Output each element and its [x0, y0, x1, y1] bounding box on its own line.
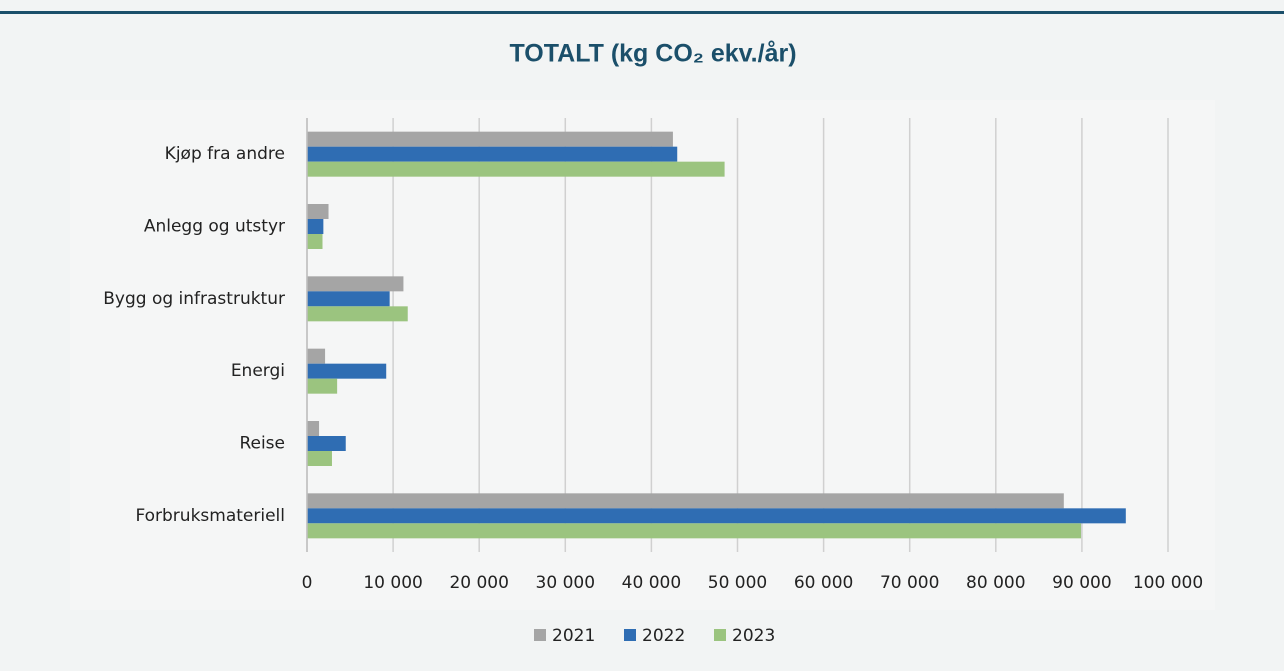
- x-tick-label: 20 000: [449, 573, 508, 593]
- bar: [307, 146, 678, 162]
- bar: [307, 131, 673, 147]
- x-tick-label: 0: [302, 573, 313, 593]
- bar: [307, 378, 338, 394]
- bar: [307, 161, 725, 177]
- chart-title: TOTALT (kg CO₂ ekv./år): [509, 40, 796, 68]
- bar: [307, 508, 1126, 524]
- x-tick-label: 70 000: [880, 573, 939, 593]
- bar: [307, 421, 320, 436]
- bar: [307, 348, 326, 364]
- y-tick-label: Reise: [239, 434, 285, 454]
- legend-swatch: [534, 629, 546, 641]
- legend-label: 2022: [642, 626, 685, 646]
- legend-swatch: [624, 629, 636, 641]
- y-tick-label: Bygg og infrastruktur: [103, 289, 285, 309]
- y-tick-label: Anlegg og utstyr: [144, 217, 285, 237]
- x-tick-label: 80 000: [966, 573, 1025, 593]
- bar: [307, 436, 346, 451]
- bar: [307, 363, 387, 379]
- x-tick-label: 40 000: [622, 573, 681, 593]
- bar: [307, 523, 1082, 539]
- legend-label: 2023: [732, 626, 775, 646]
- x-tick-label: 50 000: [708, 573, 767, 593]
- bar: [307, 276, 404, 292]
- x-tick-label: 100 000: [1133, 573, 1203, 593]
- legend-label: 2021: [552, 626, 595, 646]
- y-tick-label: Energi: [231, 361, 285, 381]
- bar: [307, 291, 390, 307]
- y-tick-label: Forbruksmateriell: [135, 506, 285, 526]
- bar: [307, 219, 324, 234]
- bar: [307, 493, 1064, 509]
- y-tick-label: Kjøp fra andre: [165, 144, 285, 164]
- top-rule: [0, 11, 1284, 14]
- x-tick-label: 60 000: [794, 573, 853, 593]
- bar: [307, 451, 332, 466]
- bar: [307, 204, 329, 219]
- x-tick-label: 90 000: [1052, 573, 1111, 593]
- legend-swatch: [714, 629, 726, 641]
- bar: [307, 234, 323, 249]
- x-tick-label: 30 000: [536, 573, 595, 593]
- bar: [307, 306, 408, 322]
- x-tick-label: 10 000: [363, 573, 422, 593]
